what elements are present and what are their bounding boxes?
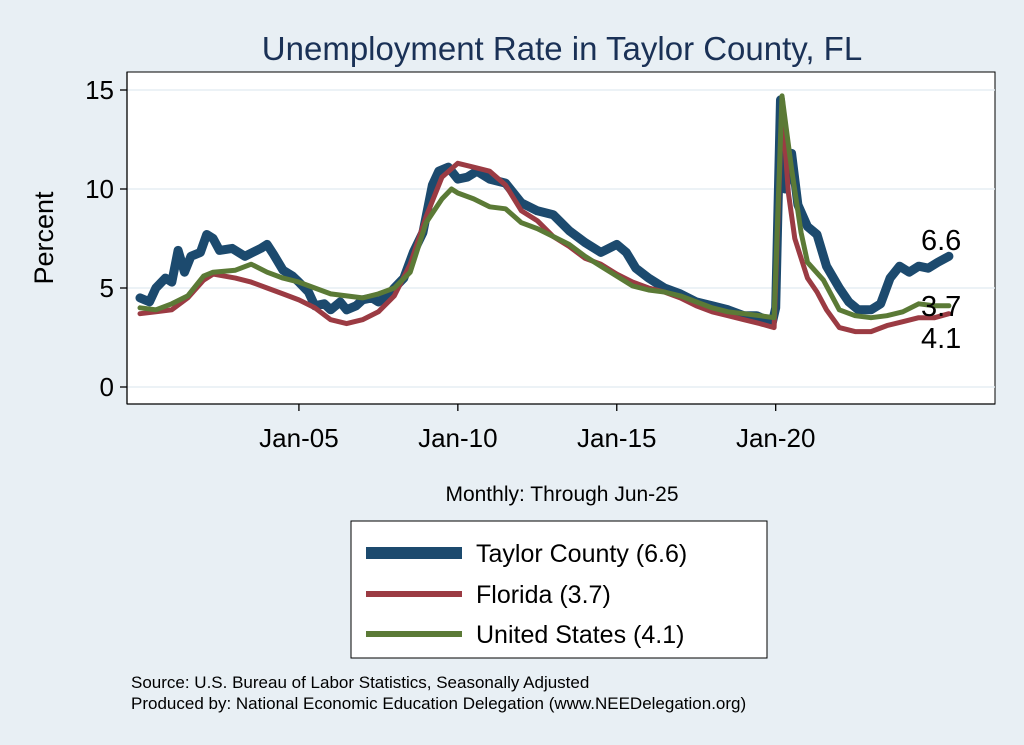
y-tick-label-10: 10 (85, 174, 114, 204)
legend-label-united-states: United States (4.1) (476, 621, 684, 649)
y-axis-title: Percent (29, 191, 59, 285)
end-label-taylor-county: 6.6 (921, 225, 961, 257)
legend: Taylor County (6.6) Florida (3.7) United S… (350, 520, 768, 659)
x-tick-label-Jan-10: Jan-10 (418, 423, 498, 453)
series-lines (135, 93, 954, 335)
series-line-taylor-county (135, 95, 954, 327)
end-label-united-states: 4.1 (921, 323, 961, 355)
x-tick-label-Jan-15: Jan-15 (577, 423, 657, 453)
legend-label-taylor-county: Taylor County (6.6) (476, 540, 687, 568)
end-labels: 6.6 3.74.1 (921, 225, 961, 355)
y-tick-label-5: 5 (100, 273, 114, 303)
source-note: Source: U.S. Bureau of Labor Statistics,… (131, 673, 589, 692)
series-line-united-states (137, 93, 952, 321)
end-label-florida: 3.7 (921, 291, 961, 323)
producer-note: Produced by: National Economic Education… (131, 694, 746, 713)
y-tick-label-0: 0 (100, 372, 114, 402)
legend-label-florida: Florida (3.7) (476, 581, 611, 609)
x-tick-label-Jan-20: Jan-20 (736, 423, 816, 453)
x-axis-title: Monthly: Through Jun-25 (445, 483, 678, 506)
x-axis: Jan-05 Jan-10 Jan-15 Jan-20 (127, 403, 995, 453)
chart-title: Unemployment Rate in Taylor County, FL (262, 30, 862, 67)
y-axis: 0 5 10 15 (85, 72, 128, 404)
y-tick-label-15: 15 (85, 75, 114, 105)
x-tick-label-Jan-05: Jan-05 (259, 423, 339, 453)
